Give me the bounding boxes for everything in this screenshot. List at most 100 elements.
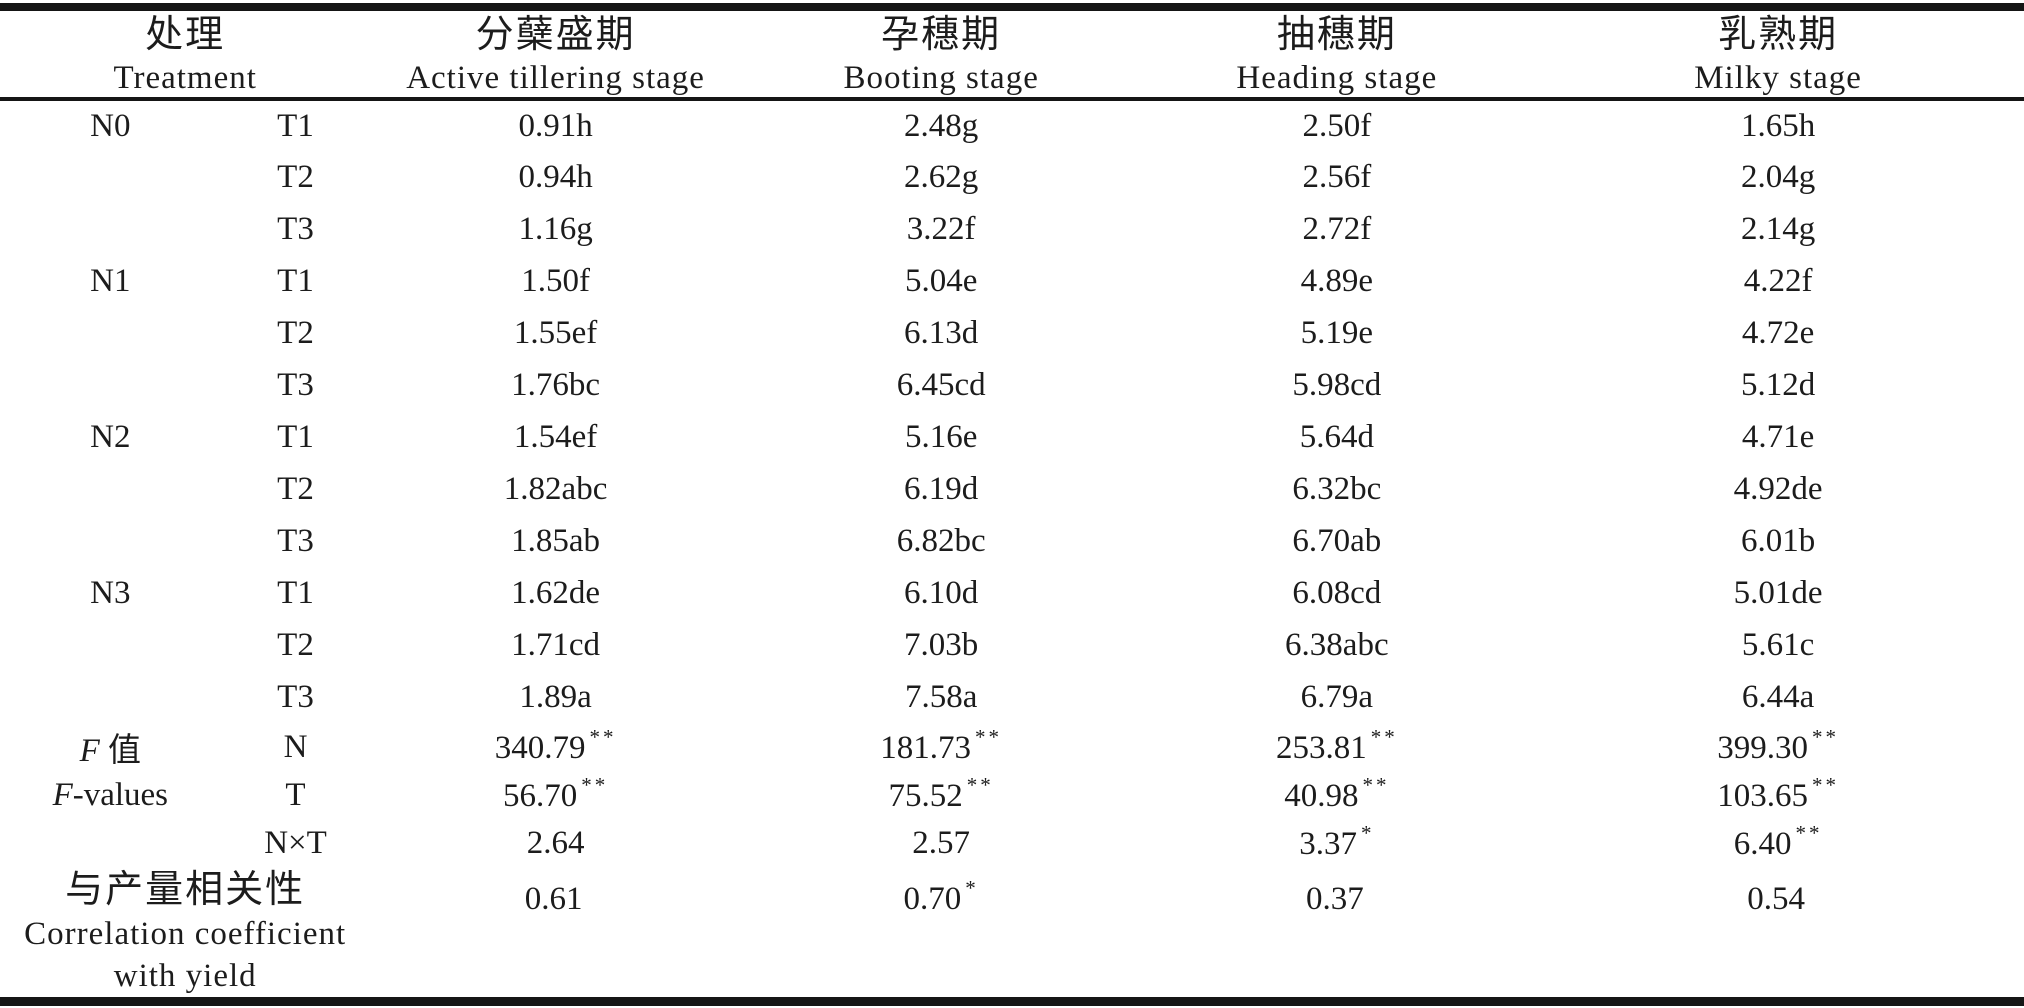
significance-marker: ** bbox=[1370, 725, 1398, 749]
value-cell: 1.50f bbox=[370, 255, 740, 307]
value-cell: 1.89a bbox=[370, 671, 740, 723]
sub-treatment-cell: T bbox=[285, 776, 306, 813]
sub-treatment-cell: T2 bbox=[277, 626, 314, 663]
group-cell bbox=[0, 463, 221, 515]
value-text: 1.16g bbox=[518, 210, 593, 247]
value-text: 4.71e bbox=[1741, 418, 1815, 455]
value-cell: 75.52 ** bbox=[741, 771, 1142, 819]
table-row: T3 1.76bc 6.45cd 5.98cd 5.12d bbox=[0, 359, 2024, 411]
correlation-label-cell: 与产量相关性 Correlation coefficient with yiel… bbox=[0, 867, 370, 1002]
significance-marker: * bbox=[1360, 821, 1375, 845]
value-cell: 2.56f bbox=[1142, 151, 1533, 203]
value-text: 0.54 bbox=[1747, 881, 1805, 917]
value-text: 5.12d bbox=[1740, 366, 1816, 403]
significance-marker: ** bbox=[1795, 821, 1823, 845]
value-text: 6.44a bbox=[1741, 678, 1815, 715]
value-text: 7.03b bbox=[904, 626, 979, 663]
table-row: F 值 N 340.79 ** 181.73 ** 253.81 ** 399.30 ** bbox=[0, 723, 2024, 771]
value-cell: 3.22f bbox=[741, 203, 1142, 255]
correlation-row: 与产量相关性 Correlation coefficient with yiel… bbox=[0, 867, 2024, 1002]
group-cell: F-values bbox=[52, 776, 169, 813]
value-cell: 5.64d bbox=[1142, 411, 1533, 463]
sub-treatment-cell: N×T bbox=[264, 824, 327, 861]
sub-treatment-cell: T2 bbox=[277, 314, 314, 351]
table-row: T3 1.89a 7.58a 6.79a 6.44a bbox=[0, 671, 2024, 723]
sub-treatment-cell: N bbox=[283, 728, 308, 765]
significance-marker: * bbox=[965, 876, 979, 900]
value-cell: 6.10d bbox=[741, 567, 1142, 619]
value-cell: 5.98cd bbox=[1142, 359, 1533, 411]
value-text: 2.62g bbox=[904, 158, 979, 195]
table-row: T2 1.55ef 6.13d 5.19e 4.72e bbox=[0, 307, 2024, 359]
value-cell: 6.79a bbox=[1142, 671, 1533, 723]
f-italic-label: F bbox=[52, 776, 73, 813]
header-stage-booting-en: Booting stage bbox=[843, 60, 1039, 96]
value-cell: 6.70ab bbox=[1142, 515, 1533, 567]
table-row: T2 0.94h 2.62g 2.56f 2.04g bbox=[0, 151, 2024, 203]
table-row: N1 T1 1.50f 5.04e 4.89e 4.22f bbox=[0, 255, 2024, 307]
value-cell: 6.08cd bbox=[1142, 567, 1533, 619]
value-text: 1.82abc bbox=[503, 470, 608, 507]
value-text: 1.54ef bbox=[513, 418, 598, 455]
value-text: 1.55ef bbox=[513, 314, 598, 351]
value-cell: 6.82bc bbox=[741, 515, 1142, 567]
value-text: 340.79 bbox=[494, 730, 586, 766]
group-cell: N2 bbox=[90, 418, 131, 455]
group-cell: F 值 bbox=[79, 733, 142, 769]
table-row: T2 1.71cd 7.03b 6.38abc 5.61c bbox=[0, 619, 2024, 671]
table-body: N0 T1 0.91h 2.48g 2.50f 1.65h T2 0.94h 2.62g 2.56… bbox=[0, 99, 2024, 1002]
value-cell: 2.57 bbox=[741, 819, 1142, 867]
value-text: 6.32bc bbox=[1292, 470, 1382, 507]
value-cell: 399.30 ** bbox=[1532, 723, 2024, 771]
value-text: 5.64d bbox=[1299, 418, 1374, 455]
value-cell: 253.81 ** bbox=[1142, 723, 1533, 771]
value-cell: 103.65 ** bbox=[1532, 771, 2024, 819]
significance-marker: ** bbox=[1811, 773, 1839, 797]
table-header: 处理 Treatment 分蘖盛期 Active tillering stage… bbox=[0, 7, 2024, 99]
value-cell: 2.62g bbox=[741, 151, 1142, 203]
value-text: 5.61c bbox=[1741, 626, 1815, 663]
value-cell: 4.89e bbox=[1142, 255, 1533, 307]
value-text: 399.30 bbox=[1717, 730, 1808, 766]
value-cell: 1.85ab bbox=[370, 515, 740, 567]
value-text: 5.98cd bbox=[1292, 366, 1382, 403]
value-text: 56.70 bbox=[502, 778, 578, 814]
table-row: N0 T1 0.91h 2.48g 2.50f 1.65h bbox=[0, 99, 2024, 151]
header-stage-tillering: 分蘖盛期 Active tillering stage bbox=[370, 7, 740, 99]
value-text: 4.72e bbox=[1741, 314, 1815, 351]
value-cell: 3.37 * bbox=[1142, 819, 1533, 867]
group-cell bbox=[0, 151, 221, 203]
header-row: 处理 Treatment 分蘖盛期 Active tillering stage… bbox=[0, 7, 2024, 99]
value-cell: 7.58a bbox=[741, 671, 1142, 723]
sub-treatment-cell: T1 bbox=[277, 418, 314, 455]
sub-treatment-cell: T2 bbox=[277, 158, 314, 195]
value-cell: 2.48g bbox=[741, 99, 1142, 151]
table-row: N2 T1 1.54ef 5.16e 5.64d 4.71e bbox=[0, 411, 2024, 463]
correlation-value-cell: 0.70 * bbox=[741, 867, 1142, 1002]
header-treatment: 处理 Treatment bbox=[0, 7, 370, 99]
value-text: 6.01b bbox=[1740, 522, 1816, 559]
sub-treatment-cell: T1 bbox=[277, 107, 314, 144]
header-stage-booting: 孕穗期 Booting stage bbox=[741, 7, 1142, 99]
value-text: 6.19d bbox=[904, 470, 979, 507]
value-text: 1.62de bbox=[511, 574, 601, 611]
value-cell: 2.64 bbox=[370, 819, 740, 867]
header-stage-heading: 抽穗期 Heading stage bbox=[1142, 7, 1533, 99]
value-text: 6.79a bbox=[1300, 678, 1374, 715]
value-cell: 1.16g bbox=[370, 203, 740, 255]
value-cell: 6.19d bbox=[741, 463, 1142, 515]
correlation-value-cell: 0.37 bbox=[1142, 867, 1533, 1002]
value-cell: 5.12d bbox=[1532, 359, 2024, 411]
value-cell: 4.92de bbox=[1532, 463, 2024, 515]
header-treatment-en: Treatment bbox=[113, 60, 257, 96]
table-row: T3 1.16g 3.22f 2.72f 2.14g bbox=[0, 203, 2024, 255]
header-treatment-cn: 处理 bbox=[145, 14, 226, 56]
value-cell: 181.73 ** bbox=[741, 723, 1142, 771]
value-cell: 0.94h bbox=[370, 151, 740, 203]
value-text: 253.81 bbox=[1275, 730, 1367, 766]
table-row: F-values T 56.70 ** 75.52 ** 40.98 ** 103.65 ** bbox=[0, 771, 2024, 819]
value-text: 181.73 bbox=[880, 730, 972, 766]
value-text: 2.04g bbox=[1740, 158, 1816, 195]
group-cell bbox=[0, 307, 221, 359]
significance-marker: ** bbox=[581, 773, 609, 797]
